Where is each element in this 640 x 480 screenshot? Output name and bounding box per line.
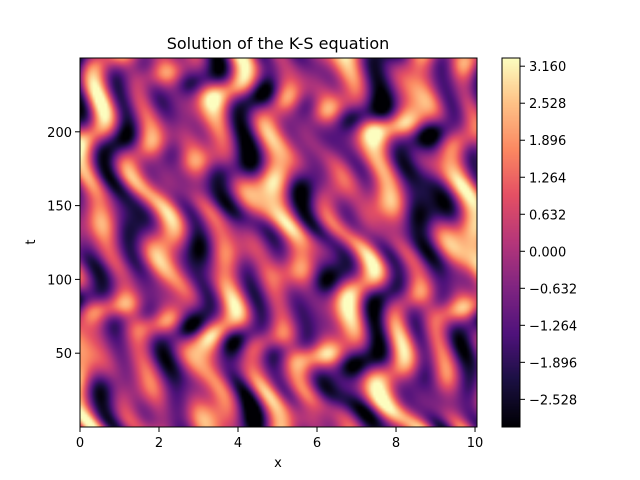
- colorbar-tick-label: 0.000: [529, 245, 566, 260]
- heatmap-image: [80, 58, 477, 427]
- x-tick-label: 0: [76, 436, 84, 451]
- y-tick-label: 50: [55, 347, 72, 362]
- x-tick-label: 6: [313, 436, 321, 451]
- colorbar-tick-label: −2.528: [529, 393, 577, 408]
- colorbar-ticks: −2.528 −1.896 −1.264 −0.632 0.000 0.632 1.264 1…: [520, 60, 577, 408]
- colorbar-tick-label: 0.632: [529, 208, 566, 223]
- y-tick-label: 150: [47, 200, 72, 215]
- colorbar-tick-label: 1.264: [529, 171, 566, 186]
- x-axis: 0 2 4 6 8 10: [76, 427, 483, 451]
- x-tick-label: 2: [155, 436, 163, 451]
- y-tick-label: 200: [47, 126, 72, 141]
- colorbar-tick-label: −0.632: [529, 282, 577, 297]
- y-axis-label: t: [24, 239, 39, 244]
- colorbar-tick-label: −1.264: [529, 319, 577, 334]
- colorbar-tick-label: 2.528: [529, 97, 566, 112]
- chart-title: Solution of the K-S equation: [167, 34, 390, 53]
- y-axis: 50 100 150 200: [47, 126, 80, 362]
- colorbar-gradient: [502, 58, 520, 427]
- plot-frame: [79, 57, 478, 428]
- colorbar-tick-label: 3.160: [529, 60, 566, 75]
- colorbar: [501, 57, 521, 428]
- colorbar-frame: [501, 57, 521, 428]
- y-tick-label: 100: [47, 273, 72, 288]
- heatmap: [80, 58, 477, 427]
- x-tick-label: 8: [392, 436, 400, 451]
- colorbar-tick-label: −1.896: [529, 356, 577, 371]
- x-tick-label: 10: [467, 436, 484, 451]
- colorbar-tick-label: 1.896: [529, 134, 566, 149]
- x-axis-label: x: [274, 456, 282, 471]
- x-tick-label: 4: [234, 436, 242, 451]
